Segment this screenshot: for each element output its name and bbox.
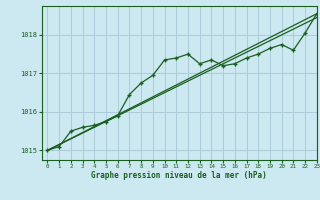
X-axis label: Graphe pression niveau de la mer (hPa): Graphe pression niveau de la mer (hPa) xyxy=(91,171,267,180)
